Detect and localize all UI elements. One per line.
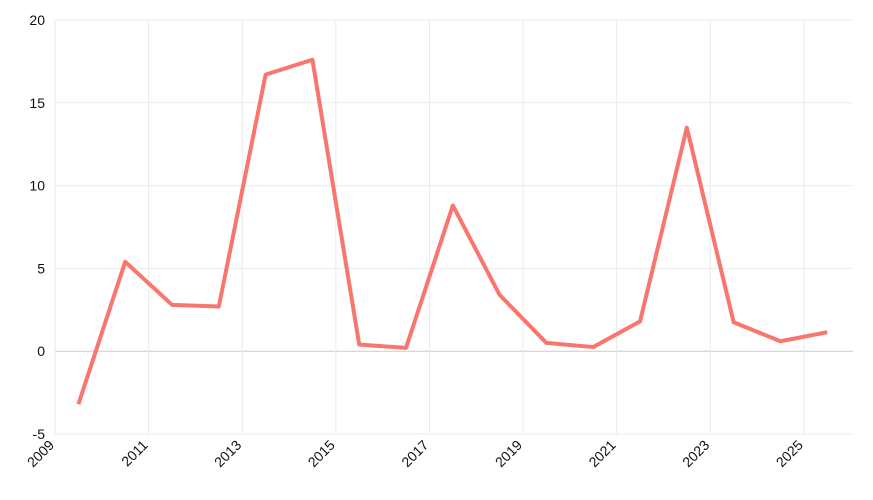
data-line — [76, 57, 828, 405]
x-tick-label: 2023 — [679, 437, 712, 470]
y-tick-label: 20 — [29, 12, 45, 28]
y-tick-label: 10 — [29, 178, 45, 194]
x-tick-label: 2017 — [398, 437, 431, 470]
x-tick-label: 2019 — [492, 437, 525, 470]
y-tick-label: 15 — [29, 95, 45, 111]
x-tick-label: 2025 — [773, 437, 806, 470]
y-tick-label: 5 — [37, 260, 45, 276]
x-tick-label: 2009 — [24, 437, 57, 470]
x-tick-label: 2013 — [211, 437, 244, 470]
y-tick-label: 0 — [37, 343, 45, 359]
y-tick-label: -5 — [33, 426, 46, 442]
x-tick-label: 2011 — [118, 437, 151, 470]
x-tick-label: 2021 — [585, 437, 618, 470]
x-tick-label: 2015 — [305, 437, 338, 470]
